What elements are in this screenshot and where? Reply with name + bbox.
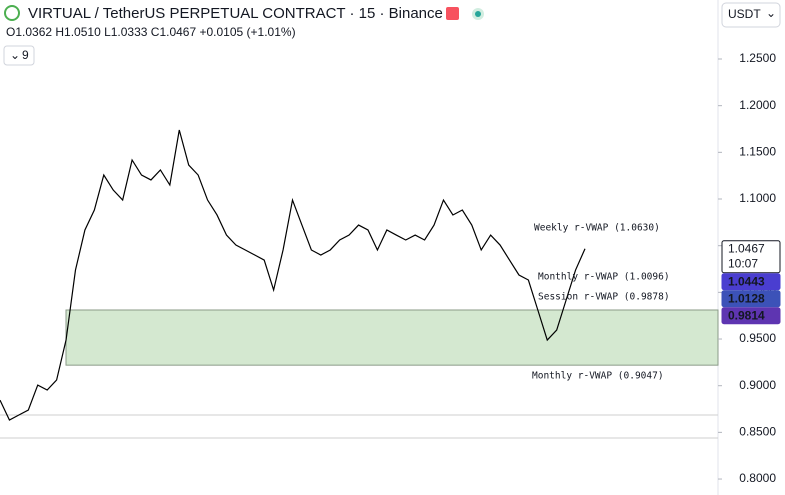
zone [65, 309, 719, 366]
indicator-toggle[interactable] [3, 45, 35, 66]
flag-icon[interactable] [446, 7, 459, 20]
y-tick-label: 1.1500 [739, 145, 776, 159]
y-tick-label: 1.1000 [739, 191, 776, 205]
y-tick-label: 0.8000 [739, 471, 776, 485]
symbol-icon [4, 5, 20, 21]
price-label-text: 1.0443 [728, 274, 765, 288]
indicator-count: 9 [22, 48, 29, 62]
annotation: Session r-VWAP (0.9878) [538, 292, 670, 303]
price-label [721, 240, 781, 274]
currency: USDT [728, 7, 761, 21]
price-line [0, 129, 586, 421]
price-label-time: 10:07 [728, 256, 758, 270]
y-tick-label: 0.9500 [739, 331, 776, 345]
chart-title: VIRTUAL / TetherUS PERPETUAL CONTRACT · … [28, 5, 443, 22]
currency-select[interactable] [721, 2, 781, 28]
y-tick-label: 1.2000 [739, 98, 776, 112]
price-label [721, 273, 781, 291]
price-label [721, 290, 781, 308]
y-tick-label: 0.8500 [739, 425, 776, 439]
y-tick-label: 1.2500 [739, 51, 776, 65]
annotation: Weekly r-VWAP (1.0630) [534, 223, 660, 234]
dropdown-arrow: ⌄ [766, 6, 776, 20]
price-label-text: 1.0467 [728, 241, 765, 255]
status-dot-core [475, 11, 481, 17]
price-label [721, 307, 781, 325]
price-label-text: 0.9814 [728, 308, 765, 322]
chevron: ⌄ [10, 48, 20, 62]
annotation: Monthly r-VWAP (0.9047) [532, 371, 664, 382]
y-tick-label: 0.9000 [739, 378, 776, 392]
ohlc: O1.0362 H1.0510 L1.0333 C1.0467 +0.0105 … [6, 25, 296, 39]
price-label-text: 1.0128 [728, 291, 765, 305]
annotation: Monthly r-VWAP (1.0096) [538, 272, 670, 283]
